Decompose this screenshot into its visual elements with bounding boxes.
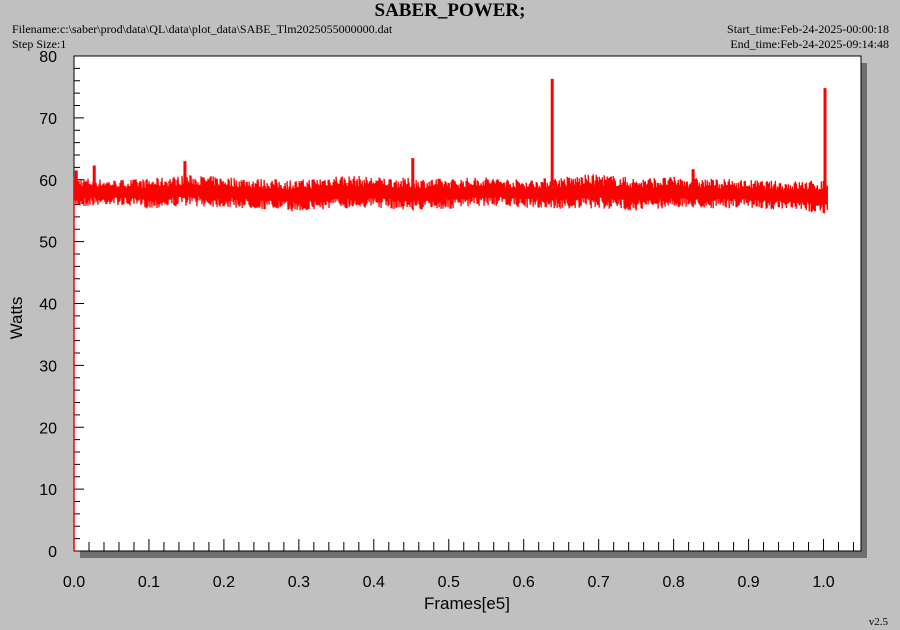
- series-line: [73, 174, 828, 214]
- y-tick-label: 30: [39, 358, 57, 375]
- step-size-label: Step Size:1: [12, 37, 67, 51]
- y-tick-label: 40: [39, 297, 57, 314]
- x-tick-label: 0.6: [513, 574, 535, 591]
- data-series: [73, 78, 828, 551]
- plot-area: [73, 55, 862, 552]
- end-time-label: End_time:Feb-24-2025-09:14:48: [730, 37, 889, 51]
- x-axis-title: Frames[e5]: [424, 594, 510, 613]
- x-tick-label: 0.7: [588, 574, 610, 591]
- x-tick-label: 0.4: [363, 574, 385, 591]
- x-tick-label: 0.3: [288, 574, 310, 591]
- x-tick-label: 0.9: [737, 574, 759, 591]
- y-tick-label: 60: [39, 173, 57, 190]
- y-tick-label: 80: [39, 49, 57, 66]
- chart-title: SABER_POWER;: [374, 0, 526, 21]
- x-tick-label: 0.0: [63, 574, 85, 591]
- x-tick-label: 0.1: [138, 574, 160, 591]
- y-tick-label: 0: [48, 544, 57, 561]
- filename-label: Filename:c:\saber\prod\data\QL\data\plot…: [12, 22, 393, 36]
- start-time-label: Start_time:Feb-24-2025-00:00:18: [727, 22, 889, 36]
- tick-labels: 0.0 0.1 0.2 0.3 0.4 0.5 0.6 0.7 0.8 0.9 1.0 0 10 20 30…: [39, 49, 835, 591]
- y-tick-label: 70: [39, 111, 57, 128]
- y-tick-label: 10: [39, 482, 57, 499]
- x-tick-label: 0.5: [438, 574, 460, 591]
- y-axis-title: Watts: [7, 297, 26, 340]
- y-tick-label: 50: [39, 235, 57, 252]
- x-tick-label: 1.0: [812, 574, 834, 591]
- version-label: v2.5: [868, 616, 888, 628]
- x-tick-label: 0.8: [662, 574, 684, 591]
- x-tick-label: 0.2: [213, 574, 235, 591]
- y-tick-label: 20: [39, 420, 57, 437]
